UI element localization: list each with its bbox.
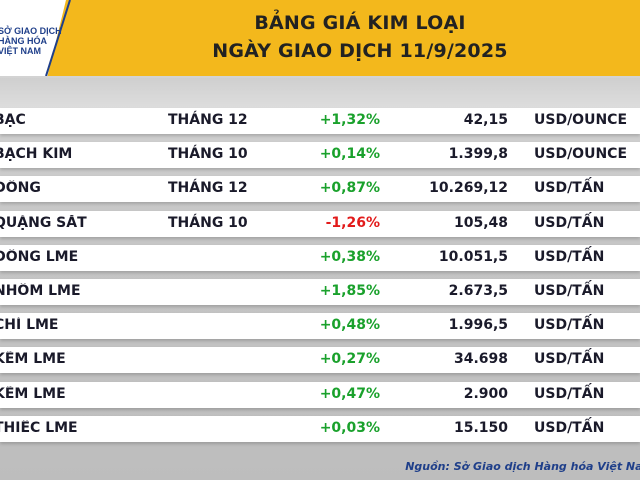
price-value: 1.996,5 [448,317,508,334]
price-change: -1,26% [325,214,380,231]
price-value: 1.399,8 [448,146,508,163]
price-change: +0,27% [319,351,380,368]
price-unit: USD/TẤN [534,214,605,231]
table-row: THIẾC LME +0,03% 15.150 USD/TẤN [0,415,640,442]
metal-name: BẠCH KIM [0,146,73,163]
table-row: QUẶNG SẮT THÁNG 10 -1,26% 105,48 USD/TẤN [0,210,640,237]
price-value: 34.698 [453,351,508,368]
contract-month: THÁNG 12 [168,112,248,128]
price-change: +0,38% [319,248,380,265]
table-row: BẠC THÁNG 12 +1,32% 42,15 USD/OUNCE [0,108,640,134]
price-unit: USD/OUNCE [534,112,628,128]
price-unit: USD/TẤN [534,180,605,197]
table-row: ĐỒNG LME +0,38% 10.051,5 USD/TẤN [0,244,640,271]
metal-name: THIẾC LME [0,419,78,436]
metal-name: ĐỒNG LME [0,248,79,265]
price-change: +0,03% [319,419,380,436]
table-row: NHÔM LME +1,85% 2.673,5 USD/TẤN [0,279,640,305]
contract-month: THÁNG 12 [168,180,248,197]
price-change: +0,48% [319,317,380,334]
metal-name: NHÔM LME [0,283,81,299]
price-unit: USD/TẤN [534,419,605,436]
page-title: BẢNG GIÁ KIM LOẠI [254,12,466,34]
price-value: 15.150 [453,419,508,436]
table-row: ĐỒNG THÁNG 12 +0,87% 10.269,12 USD/TẤN [0,176,640,203]
price-change: +0,47% [319,385,380,402]
source-note: Nguồn: Sở Giao dịch Hàng hóa Việt Nam [405,460,640,473]
table-row: KẼM LME +0,27% 34.698 USD/TẤN [0,347,640,374]
price-unit: USD/OUNCE [534,146,628,163]
page-subtitle: NGÀY GIAO DỊCH 11/9/2025 [212,40,508,62]
table-row: BẠCH KIM THÁNG 10 +0,14% 1.399,8 USD/OUNCE [0,142,640,169]
price-unit: USD/TẤN [534,283,605,299]
contract-month: THÁNG 10 [168,146,248,163]
price-unit: USD/TẤN [534,317,605,334]
price-value: 10.051,5 [438,248,508,265]
metal-name: ĐỒNG [0,180,41,197]
price-change: +1,85% [319,283,380,299]
price-value: 2.673,5 [448,283,508,299]
metal-name: BẠC [0,112,26,128]
price-change: +0,87% [319,180,380,197]
contract-month: THÁNG 10 [168,214,248,231]
price-value: 42,15 [463,112,508,128]
price-unit: USD/TẤN [534,385,605,402]
metal-name: KẼM LME [0,385,66,402]
price-change: +1,32% [319,112,380,128]
header-banner: SỞ GIAO DỊCH HÀNG HÓA VIỆT NAM BẢNG GIÁ … [0,0,640,76]
price-value: 105,48 [453,214,508,231]
logo-divider-icon [45,0,71,76]
logo-text: SỞ GIAO DỊCH HÀNG HÓA VIỆT NAM [0,26,62,56]
price-unit: USD/TẤN [534,248,605,265]
price-value: 2.900 [463,385,508,402]
table-row: CHÌ LME +0,48% 1.996,5 USD/TẤN [0,313,640,340]
price-value: 10.269,12 [429,180,508,197]
metal-name: KẼM LME [0,351,66,368]
metal-name: QUẶNG SẮT [0,214,87,231]
price-unit: USD/TẤN [534,351,605,368]
price-change: +0,14% [319,146,380,163]
table-row: KẼM LME +0,47% 2.900 USD/TẤN [0,381,640,408]
metal-name: CHÌ LME [0,317,59,334]
